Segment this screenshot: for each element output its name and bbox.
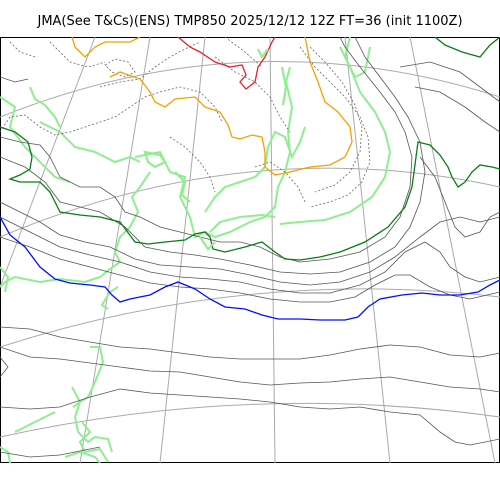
coast-bold <box>143 48 288 251</box>
isotherm-orange <box>71 37 353 176</box>
solid-contours <box>0 37 500 458</box>
dotted-contours <box>0 37 371 208</box>
chart-title: JMA(See T&Cs)(ENS) TMP850 2025/12/12 12Z… <box>37 14 463 29</box>
coastlines <box>0 37 392 463</box>
isotherm-blue <box>0 216 500 321</box>
isotherm-green <box>0 37 500 261</box>
isotherm-red <box>177 37 276 90</box>
weather-map <box>0 37 500 463</box>
graticule <box>0 37 500 463</box>
